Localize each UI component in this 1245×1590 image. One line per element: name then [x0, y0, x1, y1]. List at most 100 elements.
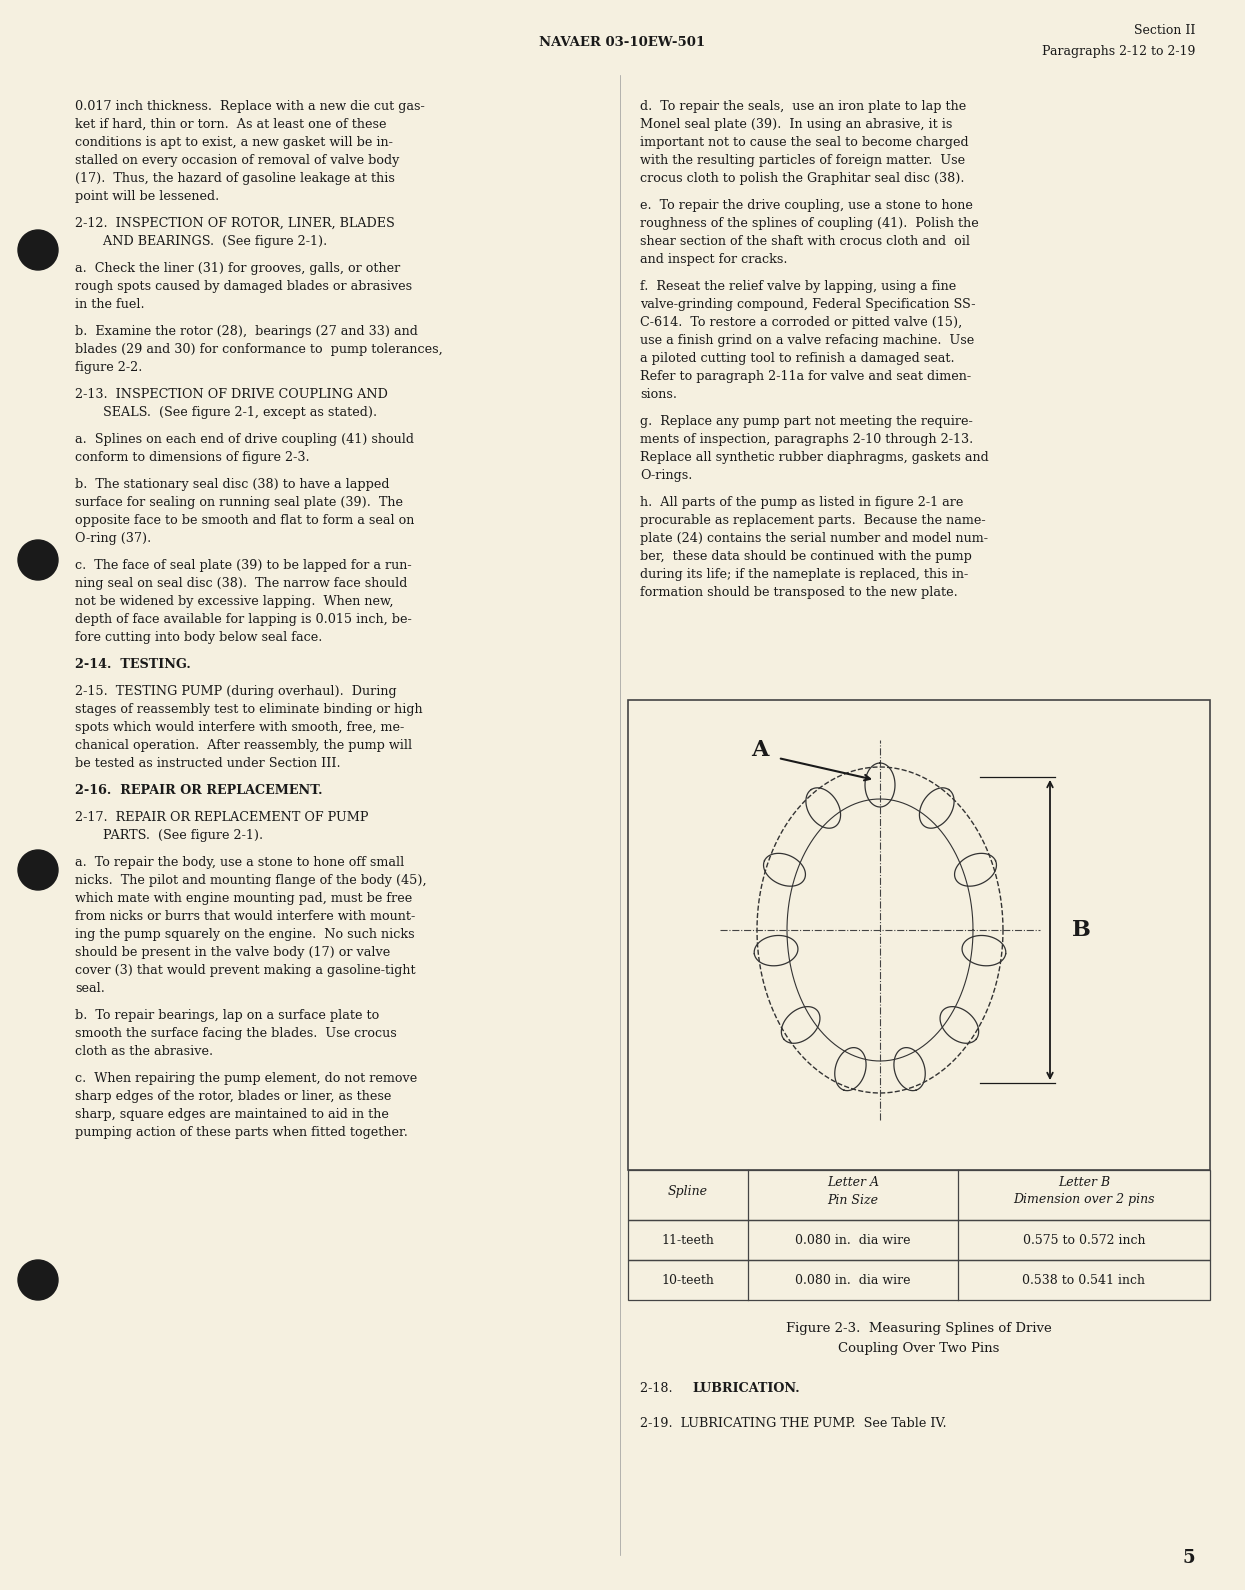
Text: be tested as instructed under Section III.: be tested as instructed under Section II…	[75, 757, 341, 770]
Text: surface for sealing on running seal plate (39).  The: surface for sealing on running seal plat…	[75, 496, 403, 509]
Text: cloth as the abrasive.: cloth as the abrasive.	[75, 1045, 213, 1057]
Text: LUBRICATION.: LUBRICATION.	[692, 1382, 799, 1394]
Text: 10-teeth: 10-teeth	[661, 1274, 715, 1286]
Text: 2-14.  TESTING.: 2-14. TESTING.	[75, 658, 190, 671]
Text: d.  To repair the seals,  use an iron plate to lap the: d. To repair the seals, use an iron plat…	[640, 100, 966, 113]
Text: plate (24) contains the serial number and model num-: plate (24) contains the serial number an…	[640, 533, 989, 545]
Text: pumping action of these parts when fitted together.: pumping action of these parts when fitte…	[75, 1126, 408, 1138]
Text: not be widened by excessive lapping.  When new,: not be widened by excessive lapping. Whe…	[75, 595, 393, 607]
Text: 5: 5	[1183, 1549, 1195, 1568]
Text: opposite face to be smooth and flat to form a seal on: opposite face to be smooth and flat to f…	[75, 514, 415, 526]
Text: O-ring (37).: O-ring (37).	[75, 533, 151, 545]
Text: sions.: sions.	[640, 388, 677, 401]
Text: a.  Splines on each end of drive coupling (41) should: a. Splines on each end of drive coupling…	[75, 432, 415, 447]
Text: b.  To repair bearings, lap on a surface plate to: b. To repair bearings, lap on a surface …	[75, 1010, 380, 1022]
Text: 0.575 to 0.572 inch: 0.575 to 0.572 inch	[1022, 1234, 1145, 1247]
Text: Section II: Section II	[1134, 24, 1195, 37]
Text: b.  The stationary seal disc (38) to have a lapped: b. The stationary seal disc (38) to have…	[75, 479, 390, 491]
Text: c.  When repairing the pump element, do not remove: c. When repairing the pump element, do n…	[75, 1072, 417, 1084]
Text: 0.080 in.  dia wire: 0.080 in. dia wire	[796, 1234, 911, 1247]
Text: from nicks or burrs that would interfere with mount-: from nicks or burrs that would interfere…	[75, 909, 416, 924]
Text: Pin Size: Pin Size	[828, 1194, 879, 1207]
Text: 2-16.  REPAIR OR REPLACEMENT.: 2-16. REPAIR OR REPLACEMENT.	[75, 784, 322, 797]
Text: 0.080 in.  dia wire: 0.080 in. dia wire	[796, 1274, 911, 1286]
Text: which mate with engine mounting pad, must be free: which mate with engine mounting pad, mus…	[75, 892, 412, 905]
Text: 2-19.  LUBRICATING THE PUMP.  See Table IV.: 2-19. LUBRICATING THE PUMP. See Table IV…	[640, 1417, 946, 1429]
Text: c.  The face of seal plate (39) to be lapped for a run-: c. The face of seal plate (39) to be lap…	[75, 560, 412, 572]
Text: B: B	[1072, 919, 1091, 941]
Text: (17).  Thus, the hazard of gasoline leakage at this: (17). Thus, the hazard of gasoline leaka…	[75, 172, 395, 184]
Text: shear section of the shaft with crocus cloth and  oil: shear section of the shaft with crocus c…	[640, 235, 970, 248]
Text: Coupling Over Two Pins: Coupling Over Two Pins	[838, 1342, 1000, 1355]
Text: stalled on every occasion of removal of valve body: stalled on every occasion of removal of …	[75, 154, 400, 167]
Text: stages of reassembly test to eliminate binding or high: stages of reassembly test to eliminate b…	[75, 703, 422, 716]
Text: Dimension over 2 pins: Dimension over 2 pins	[1013, 1194, 1155, 1207]
Text: with the resulting particles of foreign matter.  Use: with the resulting particles of foreign …	[640, 154, 965, 167]
Text: ket if hard, thin or torn.  As at least one of these: ket if hard, thin or torn. As at least o…	[75, 118, 386, 130]
Text: sharp edges of the rotor, blades or liner, as these: sharp edges of the rotor, blades or line…	[75, 1091, 391, 1103]
Text: 2-13.  INSPECTION OF DRIVE COUPLING AND: 2-13. INSPECTION OF DRIVE COUPLING AND	[75, 388, 388, 401]
Circle shape	[17, 231, 59, 270]
Text: 11-teeth: 11-teeth	[661, 1234, 715, 1247]
Text: b.  Examine the rotor (28),  bearings (27 and 33) and: b. Examine the rotor (28), bearings (27 …	[75, 324, 418, 339]
Circle shape	[17, 541, 59, 580]
Text: sharp, square edges are maintained to aid in the: sharp, square edges are maintained to ai…	[75, 1108, 388, 1121]
Text: 2-18.: 2-18.	[640, 1382, 681, 1394]
Text: conform to dimensions of figure 2-3.: conform to dimensions of figure 2-3.	[75, 452, 310, 464]
Text: Paragraphs 2-12 to 2-19: Paragraphs 2-12 to 2-19	[1042, 46, 1195, 59]
Text: crocus cloth to polish the Graphitar seal disc (38).: crocus cloth to polish the Graphitar sea…	[640, 172, 965, 184]
Text: NAVAER 03-10EW-501: NAVAER 03-10EW-501	[539, 35, 705, 49]
Text: fore cutting into body below seal face.: fore cutting into body below seal face.	[75, 631, 322, 644]
Text: Monel seal plate (39).  In using an abrasive, it is: Monel seal plate (39). In using an abras…	[640, 118, 952, 130]
Text: 2-12.  INSPECTION OF ROTOR, LINER, BLADES: 2-12. INSPECTION OF ROTOR, LINER, BLADES	[75, 216, 395, 231]
Text: valve-grinding compound, Federal Specification SS-: valve-grinding compound, Federal Specifi…	[640, 297, 976, 312]
Text: rough spots caused by damaged blades or abrasives: rough spots caused by damaged blades or …	[75, 280, 412, 293]
Text: ments of inspection, paragraphs 2-10 through 2-13.: ments of inspection, paragraphs 2-10 thr…	[640, 432, 974, 447]
Text: Letter B: Letter B	[1058, 1175, 1111, 1188]
Text: in the fuel.: in the fuel.	[75, 297, 144, 312]
Circle shape	[17, 1259, 59, 1301]
Text: 2-17.  REPAIR OR REPLACEMENT OF PUMP: 2-17. REPAIR OR REPLACEMENT OF PUMP	[75, 811, 369, 824]
Text: e.  To repair the drive coupling, use a stone to hone: e. To repair the drive coupling, use a s…	[640, 199, 972, 211]
Text: conditions is apt to exist, a new gasket will be in-: conditions is apt to exist, a new gasket…	[75, 137, 393, 149]
Text: PARTS.  (See figure 2-1).: PARTS. (See figure 2-1).	[75, 828, 263, 843]
Text: figure 2-2.: figure 2-2.	[75, 361, 142, 374]
Text: during its life; if the nameplate is replaced, this in-: during its life; if the nameplate is rep…	[640, 568, 969, 580]
Bar	[627, 1220, 1210, 1259]
Text: nicks.  The pilot and mounting flange of the body (45),: nicks. The pilot and mounting flange of …	[75, 875, 427, 887]
Text: Figure 2-3.  Measuring Splines of Drive: Figure 2-3. Measuring Splines of Drive	[786, 1321, 1052, 1336]
Text: point will be lessened.: point will be lessened.	[75, 189, 219, 204]
Text: a piloted cutting tool to refinish a damaged seat.: a piloted cutting tool to refinish a dam…	[640, 351, 955, 366]
Text: f.  Reseat the relief valve by lapping, using a fine: f. Reseat the relief valve by lapping, u…	[640, 280, 956, 293]
Text: Refer to paragraph 2-11a for valve and seat dimen-: Refer to paragraph 2-11a for valve and s…	[640, 370, 971, 383]
Text: formation should be transposed to the new plate.: formation should be transposed to the ne…	[640, 587, 957, 599]
Text: a.  Check the liner (31) for grooves, galls, or other: a. Check the liner (31) for grooves, gal…	[75, 262, 400, 275]
Text: procurable as replacement parts.  Because the name-: procurable as replacement parts. Because…	[640, 514, 986, 526]
Text: Letter A: Letter A	[827, 1175, 879, 1188]
Text: important not to cause the seal to become charged: important not to cause the seal to becom…	[640, 137, 969, 149]
Text: ing the pump squarely on the engine.  No such nicks: ing the pump squarely on the engine. No …	[75, 929, 415, 941]
Bar	[627, 700, 1210, 1170]
Text: cover (3) that would prevent making a gasoline-tight: cover (3) that would prevent making a ga…	[75, 964, 416, 976]
Text: depth of face available for lapping is 0.015 inch, be-: depth of face available for lapping is 0…	[75, 614, 412, 626]
Text: A: A	[751, 739, 768, 762]
Text: roughness of the splines of coupling (41).  Polish the: roughness of the splines of coupling (41…	[640, 216, 979, 231]
Text: SEALS.  (See figure 2-1, except as stated).: SEALS. (See figure 2-1, except as stated…	[75, 405, 377, 420]
Text: g.  Replace any pump part not meeting the require-: g. Replace any pump part not meeting the…	[640, 415, 972, 428]
Text: Replace all synthetic rubber diaphragms, gaskets and: Replace all synthetic rubber diaphragms,…	[640, 452, 989, 464]
Text: a.  To repair the body, use a stone to hone off small: a. To repair the body, use a stone to ho…	[75, 855, 405, 870]
Text: Spline: Spline	[669, 1185, 708, 1197]
Circle shape	[17, 851, 59, 890]
Text: AND BEARINGS.  (See figure 2-1).: AND BEARINGS. (See figure 2-1).	[75, 235, 327, 248]
Text: seal.: seal.	[75, 983, 105, 995]
Bar	[627, 1259, 1210, 1301]
Text: 0.538 to 0.541 inch: 0.538 to 0.541 inch	[1022, 1274, 1145, 1286]
Text: should be present in the valve body (17) or valve: should be present in the valve body (17)…	[75, 946, 390, 959]
Text: chanical operation.  After reassembly, the pump will: chanical operation. After reassembly, th…	[75, 739, 412, 752]
Text: 0.017 inch thickness.  Replace with a new die cut gas-: 0.017 inch thickness. Replace with a new…	[75, 100, 425, 113]
Text: O-rings.: O-rings.	[640, 469, 692, 482]
Text: spots which would interfere with smooth, free, me-: spots which would interfere with smooth,…	[75, 720, 405, 735]
Text: smooth the surface facing the blades.  Use crocus: smooth the surface facing the blades. Us…	[75, 1027, 397, 1040]
Text: use a finish grind on a valve refacing machine.  Use: use a finish grind on a valve refacing m…	[640, 334, 975, 347]
Text: and inspect for cracks.: and inspect for cracks.	[640, 253, 788, 266]
